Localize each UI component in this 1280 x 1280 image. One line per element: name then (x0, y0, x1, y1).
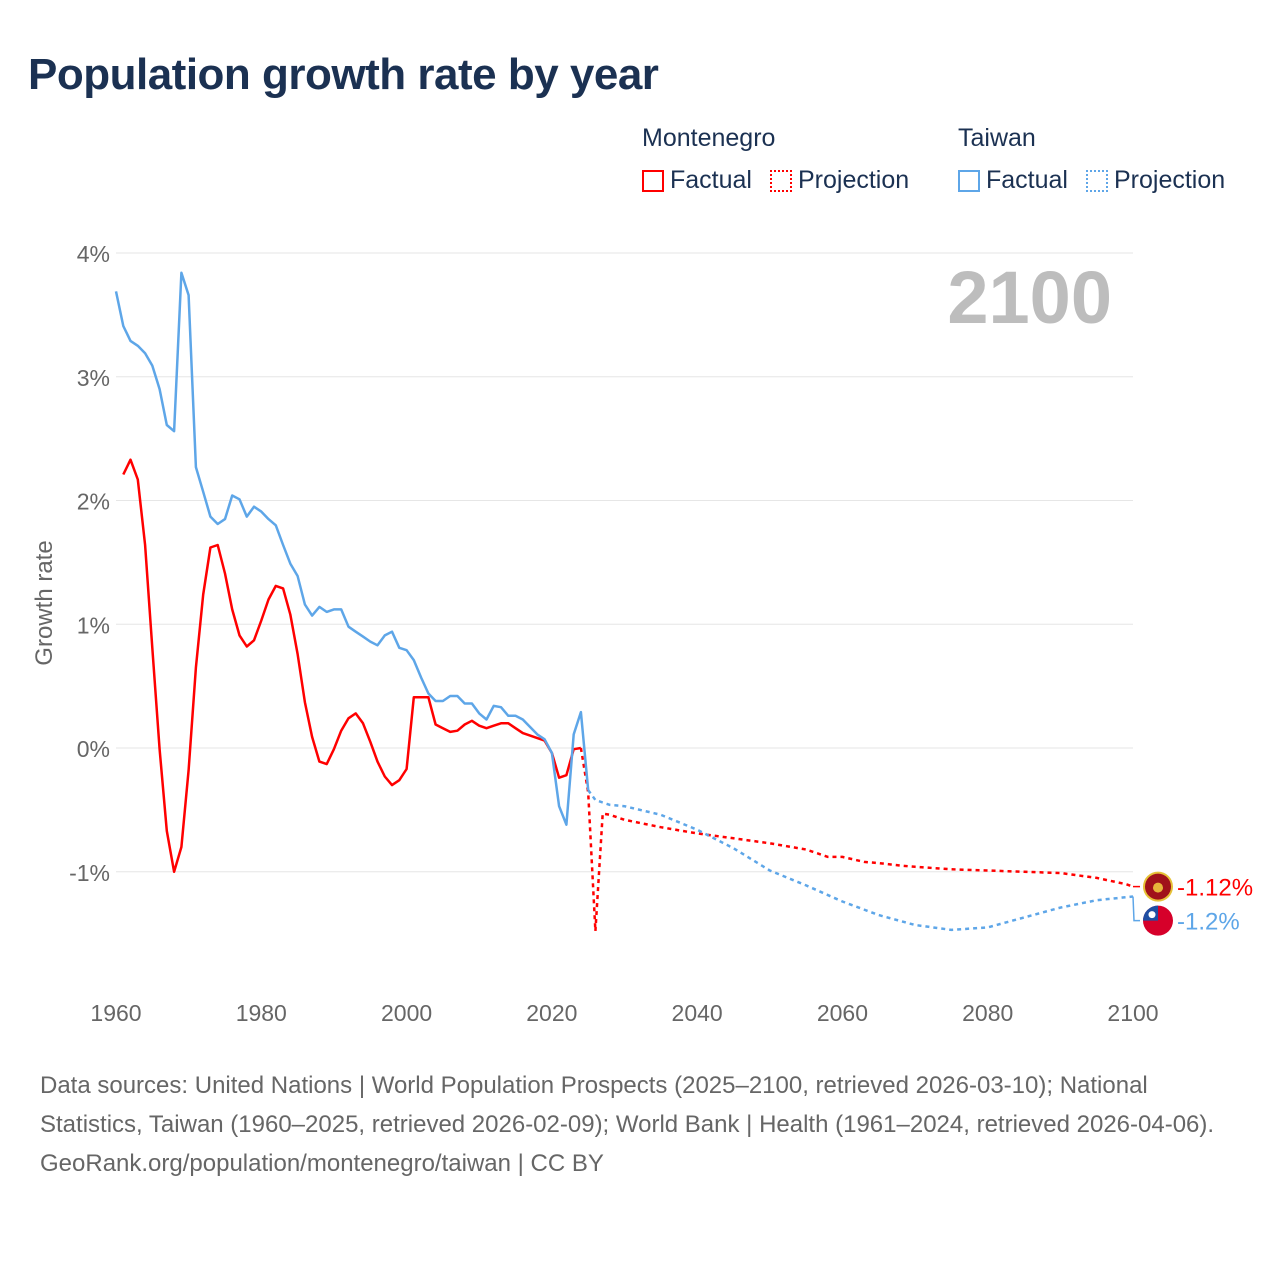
legend-taiwan-projection[interactable]: Projection (1085, 166, 1226, 195)
chart-title: Population growth rate by year (28, 50, 659, 99)
y-tick-label: 1% (77, 612, 110, 638)
x-tick-label: 2040 (672, 1000, 723, 1026)
legend-taiwan-factual[interactable]: Factual (958, 166, 1068, 195)
legend-label: Projection (1113, 166, 1226, 194)
legend-label: Projection (797, 166, 910, 194)
x-tick-label: 2100 (1107, 1000, 1158, 1026)
x-tick-label: 2080 (962, 1000, 1013, 1026)
year-label: 2100 (947, 256, 1112, 339)
footer: Data sources: United Nations | World Pop… (40, 1066, 1250, 1183)
y-tick-label: 3% (77, 365, 110, 391)
credit-link[interactable]: GeoRank.org/population/montenegro/taiwan… (40, 1150, 604, 1177)
connector-line (1132, 896, 1140, 922)
end-value-label: -1.2% (1177, 909, 1240, 936)
montenegro-coat-of-arms-icon (1153, 882, 1163, 893)
data-sources: Data sources: United Nations | World Pop… (40, 1072, 1215, 1138)
y-tick-label: 2% (77, 489, 110, 515)
legend-montenegro-projection[interactable]: Projection (769, 166, 910, 195)
legend-group-taiwan: Taiwan (958, 124, 1036, 152)
legend-taiwan-items: Factual Projection (958, 166, 1225, 195)
dotted-swatch-icon (1085, 169, 1108, 192)
legend-group-montenegro: Montenegro (642, 124, 776, 152)
solid-swatch-icon (958, 169, 980, 192)
y-tick-label: 4% (77, 241, 110, 267)
taiwan-sun-icon (1148, 911, 1156, 919)
series-line-montenegro-factual (122, 458, 582, 874)
x-tick-label: 2020 (526, 1000, 577, 1026)
legend-label: Factual (986, 166, 1068, 194)
legend-montenegro-factual[interactable]: Factual (642, 166, 752, 195)
legend-montenegro-items: Factual Projection (642, 166, 909, 195)
y-axis-label: Growth rate (31, 540, 58, 665)
y-tick-label: 0% (77, 736, 110, 762)
x-tick-label: 1980 (236, 1000, 287, 1026)
series-line-taiwan-projection (587, 789, 1134, 932)
dotted-swatch-icon (769, 169, 792, 192)
end-value-label: -1.12% (1177, 875, 1253, 902)
series-line-taiwan-factual (114, 271, 590, 826)
x-tick-label: 2000 (381, 1000, 432, 1026)
solid-swatch-icon (642, 169, 664, 192)
series-line-montenegro-projection (579, 747, 1134, 933)
x-tick-label: 2060 (817, 1000, 868, 1026)
legend-label: Factual (670, 166, 752, 194)
x-tick-label: 1960 (90, 1000, 141, 1026)
y-tick-label: -1% (69, 860, 110, 886)
